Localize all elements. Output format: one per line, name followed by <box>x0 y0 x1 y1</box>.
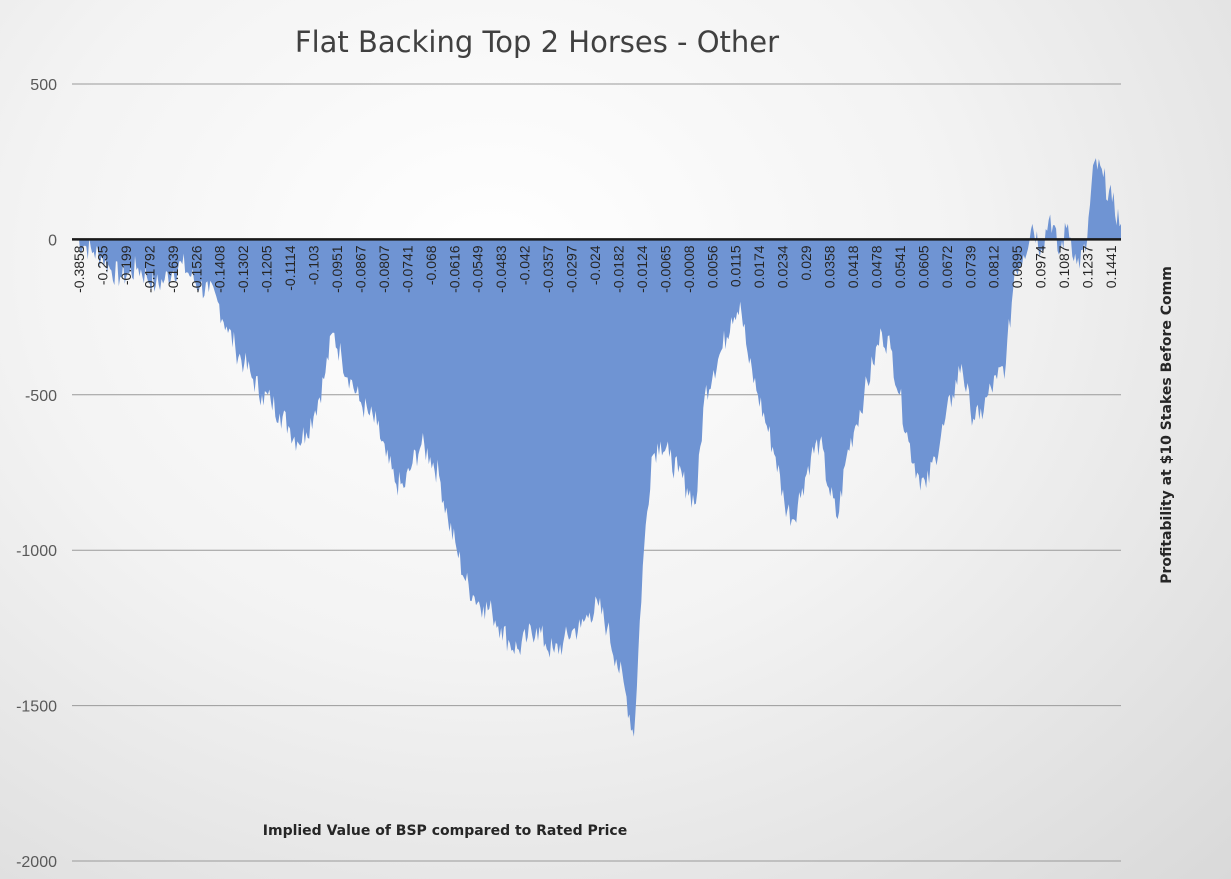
x-tick-label: 0.0358 <box>822 245 838 288</box>
x-tick-label: -0.3858 <box>71 245 87 293</box>
x-tick-label: 0.029 <box>798 245 814 280</box>
x-tick-label: -0.0867 <box>353 245 369 293</box>
x-tick-label: -0.103 <box>306 245 322 285</box>
x-tick-label: 0.0895 <box>1009 245 1025 288</box>
x-tick-label: -0.0549 <box>470 245 486 293</box>
x-axis-title: Implied Value of BSP compared to Rated P… <box>263 823 627 839</box>
y-tick-label: -1500 <box>16 699 57 716</box>
x-tick-label: -0.0297 <box>564 245 580 293</box>
x-tick-label: -0.0124 <box>634 245 650 293</box>
x-tick-label: -0.0741 <box>399 245 415 293</box>
x-tick-label: -0.0008 <box>681 245 697 293</box>
x-tick-label: -0.0357 <box>540 245 556 293</box>
area-series <box>72 158 1121 737</box>
x-tick-label: 0.1441 <box>1103 245 1119 288</box>
x-tick-label: -0.068 <box>423 245 439 285</box>
x-tick-label: 0.0541 <box>892 245 908 288</box>
x-tick-label: -0.1639 <box>165 245 181 293</box>
y-tick-label: -2000 <box>16 854 57 871</box>
x-tick-label: 0.0174 <box>751 245 767 288</box>
x-tick-label: 0.0672 <box>939 245 955 288</box>
x-tick-label: -0.1205 <box>259 245 275 293</box>
x-tick-label: 0.0115 <box>728 245 744 287</box>
y-tick-label: -500 <box>25 388 57 405</box>
y-axis-ticks: 500 0 -500 -1000 -1500 -2000 <box>16 77 57 871</box>
y-tick-label: -1000 <box>16 543 57 560</box>
x-tick-label: -0.0483 <box>493 245 509 293</box>
x-tick-label: 0.0739 <box>962 245 978 288</box>
x-tick-label: 0.0605 <box>915 245 931 288</box>
x-tick-label: 0.0418 <box>845 245 861 288</box>
y-tick-label: 0 <box>48 232 57 249</box>
x-tick-label: -0.0616 <box>446 245 462 293</box>
x-tick-label: -0.1114 <box>282 245 298 291</box>
y-tick-label: 500 <box>30 77 57 94</box>
x-tick-label: -0.1526 <box>188 245 204 293</box>
x-tick-label: -0.1792 <box>141 245 157 293</box>
x-tick-label: -0.042 <box>517 245 533 285</box>
x-tick-label: 0.1087 <box>1056 245 1072 288</box>
x-tick-label: 0.0974 <box>1033 245 1049 288</box>
x-tick-label: -0.199 <box>118 245 134 285</box>
area-series-fill <box>76 158 1121 737</box>
x-tick-label: 0.0056 <box>704 245 720 288</box>
x-tick-label: 0.1237 <box>1080 245 1096 288</box>
x-tick-label: 0.0234 <box>775 245 791 288</box>
x-tick-label: -0.0807 <box>376 245 392 293</box>
x-tick-label: 0.0812 <box>986 245 1002 288</box>
x-tick-label: -0.1302 <box>235 245 251 293</box>
x-tick-label: 0.0478 <box>869 245 885 288</box>
x-tick-label: -0.0065 <box>657 245 673 293</box>
x-tick-label: -0.1408 <box>212 245 228 293</box>
x-axis-ticks: -0.3858 -0.235 -0.199 -0.1792 -0.1639 -0.1526… <box>71 245 1119 293</box>
x-tick-label: -0.235 <box>95 245 111 285</box>
x-tick-label: -0.0951 <box>329 245 345 293</box>
x-tick-label: -0.024 <box>587 245 603 285</box>
x-tick-label: -0.0182 <box>611 245 627 293</box>
y-axis-title: Profitability at $10 Stakes Before Comm <box>1159 266 1175 584</box>
chart-title: Flat Backing Top 2 Horses - Other <box>295 25 779 59</box>
